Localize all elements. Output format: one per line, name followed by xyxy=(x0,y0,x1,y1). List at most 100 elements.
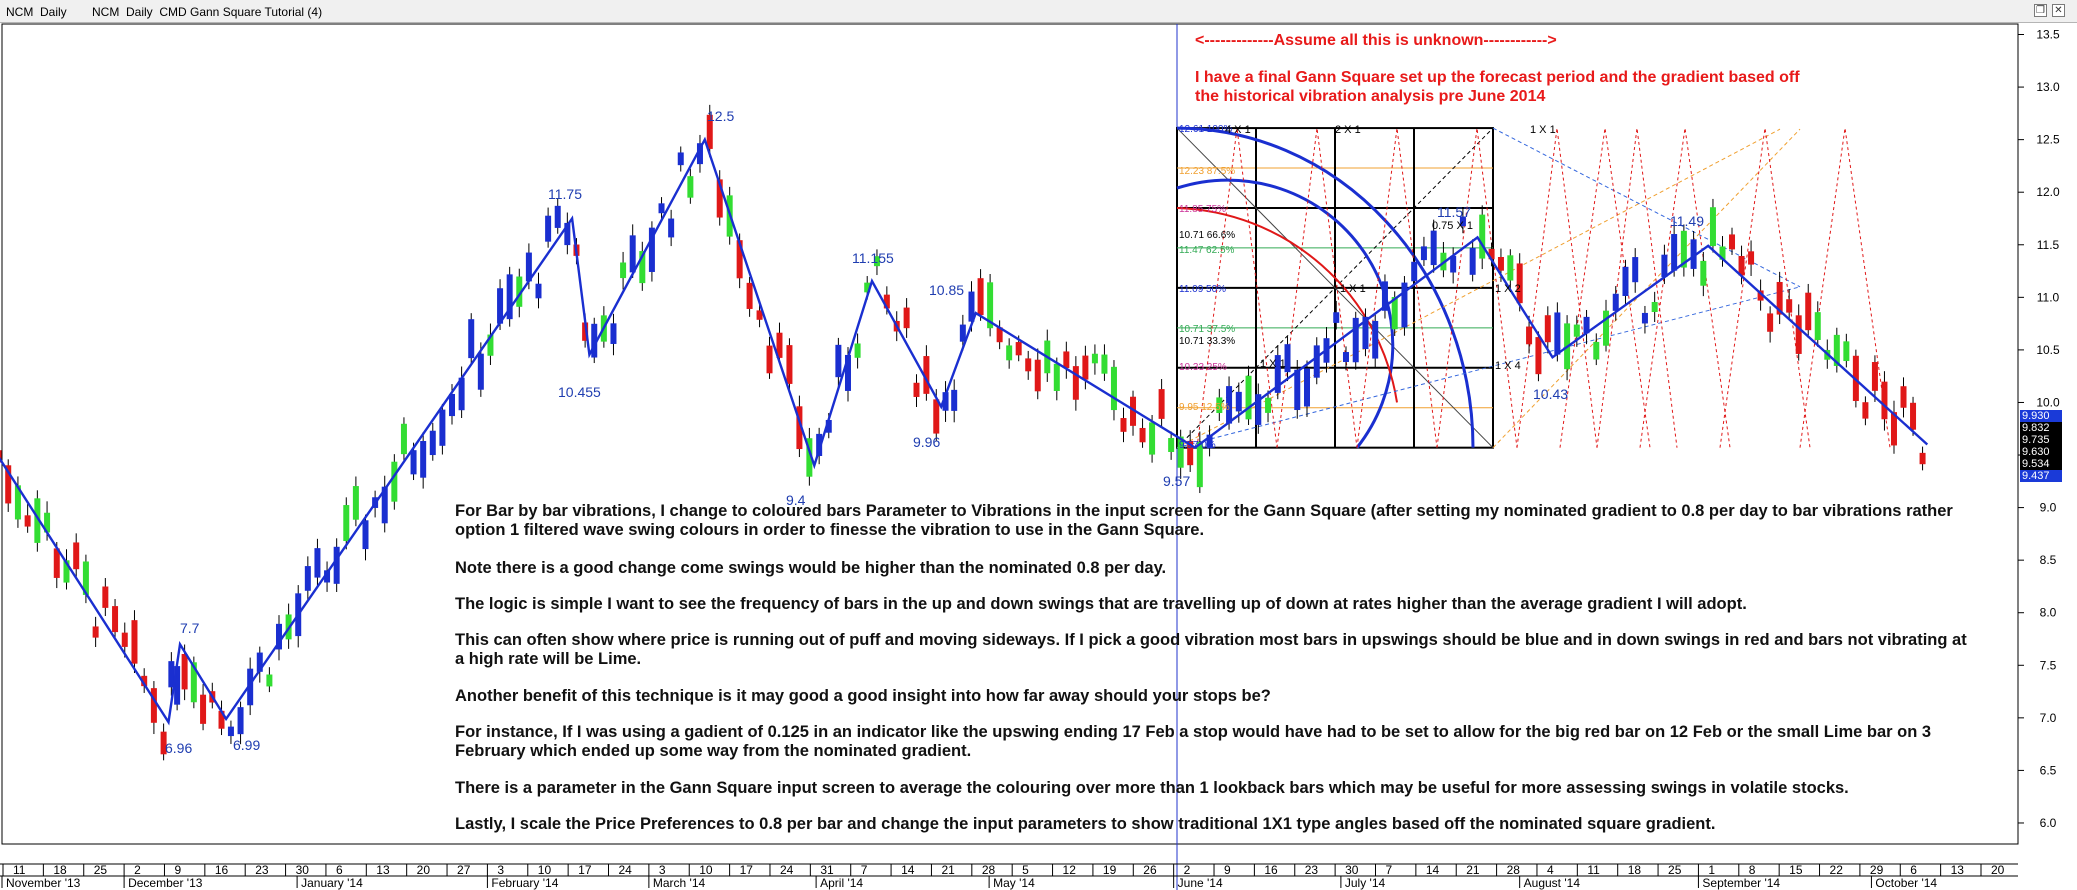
price-bar xyxy=(854,343,861,358)
price-bar xyxy=(1459,216,1466,227)
price-bar xyxy=(102,586,109,608)
price-bar xyxy=(1381,281,1388,311)
note-stops: Another benefit of this technique is it … xyxy=(455,687,1271,705)
price-bar xyxy=(1304,368,1311,407)
swing-label: 10.43 xyxy=(1533,386,1569,402)
price-bar xyxy=(343,505,350,542)
price-bar xyxy=(1235,391,1242,412)
price-axis: 6.06.57.07.58.08.59.09.510.010.511.011.5… xyxy=(2018,28,2060,830)
price-bar xyxy=(1420,246,1427,261)
price-bar xyxy=(1063,351,1070,369)
price-chart: 6.06.57.07.58.08.59.09.510.010.511.011.5… xyxy=(0,23,2060,890)
x-day-label: 9 xyxy=(1224,863,1231,877)
x-month-label: December '13 xyxy=(128,876,203,890)
swing-label: 9.4 xyxy=(786,492,806,508)
price-bar xyxy=(1333,312,1340,323)
price-bar xyxy=(706,114,713,149)
price-bar xyxy=(1469,247,1476,275)
price-bar xyxy=(1680,230,1687,268)
price-bar xyxy=(1072,366,1079,400)
price-bar xyxy=(1196,441,1203,488)
price-bar xyxy=(987,282,994,329)
price-bar xyxy=(1139,427,1146,443)
x-month-label: July '14 xyxy=(1345,876,1386,890)
price-bar xyxy=(1671,234,1678,271)
price-bar xyxy=(610,323,617,344)
price-tag: 9.437 xyxy=(2020,470,2062,482)
price-bar xyxy=(687,176,694,198)
price-bar xyxy=(1091,353,1098,364)
x-month-label: November '13 xyxy=(6,876,81,890)
price-bar xyxy=(168,661,175,688)
x-day-label: 2 xyxy=(134,863,141,877)
gann-angle-label: 1 X 4 xyxy=(1495,360,1521,372)
gann-angle-label: 4 X 1 xyxy=(1225,124,1251,136)
swing-label: 12.5 xyxy=(707,108,735,124)
price-tag: 9.832 xyxy=(2020,422,2062,434)
y-tick-label: 11.0 xyxy=(2037,290,2060,304)
price-bar xyxy=(1025,358,1032,372)
x-day-label: 23 xyxy=(1305,863,1319,877)
price-bar xyxy=(913,382,920,397)
price-bar xyxy=(24,515,31,527)
price-bar xyxy=(629,235,636,273)
price-bar xyxy=(112,606,119,633)
x-month-label: February '14 xyxy=(491,876,558,890)
price-bar xyxy=(266,674,273,687)
gann-level-label: 10.33 25% xyxy=(1179,362,1227,373)
x-day-label: 2 xyxy=(1184,863,1191,877)
price-bar xyxy=(1554,312,1561,355)
price-bar xyxy=(150,688,157,723)
price-bar xyxy=(362,520,369,550)
price-bar xyxy=(1890,412,1897,446)
price-bar xyxy=(620,262,627,279)
price-bar xyxy=(1919,452,1926,465)
price-bar xyxy=(1255,394,1262,425)
restore-icon[interactable]: ❐ xyxy=(2034,4,2047,17)
price-bar xyxy=(1603,310,1610,346)
price-bar xyxy=(121,632,128,647)
price-bar xyxy=(439,409,446,446)
price-bar xyxy=(1206,434,1213,449)
price-bar xyxy=(1401,282,1408,328)
y-tick-label: 10.5 xyxy=(2036,343,2060,357)
x-day-label: 16 xyxy=(1264,863,1278,877)
price-bar xyxy=(53,548,60,578)
y-tick-label: 6.0 xyxy=(2040,816,2057,830)
price-bar xyxy=(1430,230,1437,266)
price-bar xyxy=(1795,315,1802,354)
y-tick-label: 8.0 xyxy=(2040,606,2057,620)
price-bar xyxy=(1709,207,1716,247)
assume-unknown-annotation: <-------------Assume all this is unknown… xyxy=(1195,32,1557,49)
price-bar xyxy=(1871,362,1878,391)
gann-angle-label: 0.75 X 1 xyxy=(1432,220,1473,232)
y-tick-label: 9.0 xyxy=(2040,501,2057,515)
price-bar xyxy=(1700,260,1707,286)
price-bar xyxy=(1342,352,1349,362)
price-bar xyxy=(639,251,646,284)
x-day-label: 14 xyxy=(1426,863,1440,877)
price-bar xyxy=(314,548,321,578)
y-tick-label: 12.5 xyxy=(2036,133,2060,147)
swing-line-path xyxy=(0,136,1929,726)
swing-label: 11.57 xyxy=(1437,204,1471,220)
price-bar xyxy=(668,218,675,238)
price-bar xyxy=(1881,381,1888,420)
x-month-label: May '14 xyxy=(993,876,1035,890)
price-bar xyxy=(968,291,975,322)
price-bar xyxy=(1372,320,1379,359)
close-icon[interactable]: ✕ xyxy=(2052,4,2065,17)
x-day-label: 23 xyxy=(255,863,269,877)
y-tick-label: 7.0 xyxy=(2040,711,2057,725)
price-bar xyxy=(1507,255,1514,281)
price-bar xyxy=(1391,297,1398,330)
gann-fan-line xyxy=(1492,128,1801,449)
price-bar xyxy=(73,542,80,570)
gann-level-label: 9.57 0% xyxy=(1179,440,1216,451)
swing-label: 9.96 xyxy=(913,434,941,450)
price-bar xyxy=(0,450,2,463)
x-day-label: 9 xyxy=(174,863,181,877)
x-day-label: 10 xyxy=(538,863,552,877)
price-bar xyxy=(200,694,207,724)
y-tick-label: 12.0 xyxy=(2036,185,2060,199)
